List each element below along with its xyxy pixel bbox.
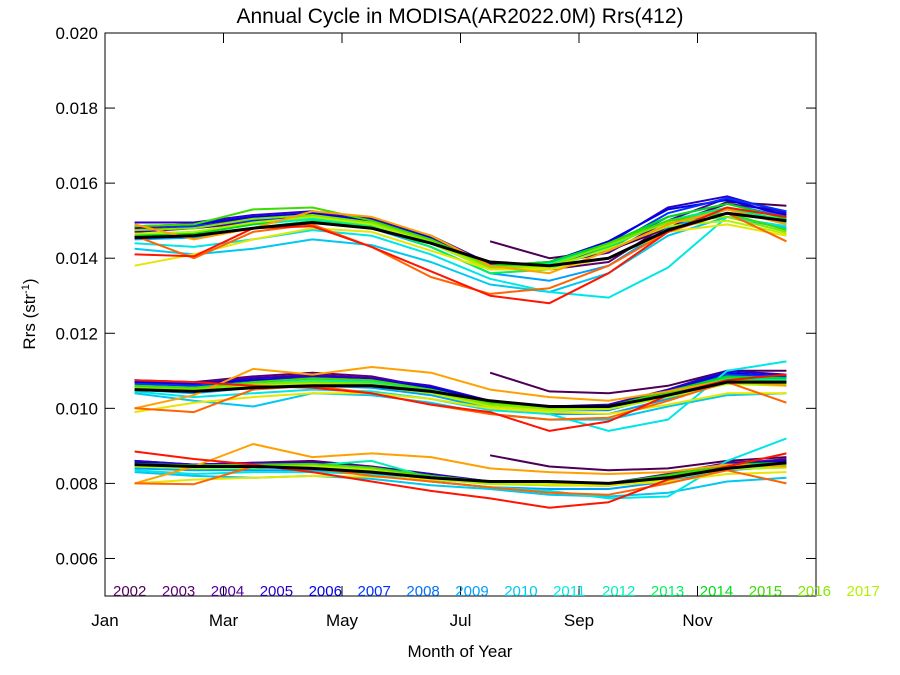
series-line-18-lower	[134, 465, 787, 496]
series-line-9-upper	[134, 215, 787, 299]
legend-item-2002: 2002	[113, 583, 146, 600]
legend-item-2006: 2006	[309, 583, 342, 600]
x-tick-label: Jul	[450, 611, 472, 630]
mean-line-upper	[134, 211, 787, 268]
y-tick-label: 0.006	[55, 549, 98, 568]
y-axis-label-main: Rrs (str	[20, 294, 39, 350]
y-tick-label: 0.008	[55, 474, 98, 493]
y-tick-label: 0.014	[55, 249, 98, 268]
legend-item-2014: 2014	[700, 583, 733, 600]
y-tick-label: 0.012	[55, 324, 98, 343]
legend-item-2016: 2016	[798, 583, 831, 600]
y-tick-label: 0.016	[55, 174, 98, 193]
legend: 2002 2003 2004 2005 2006 2007 2008 2009 2010 2011…	[113, 583, 880, 600]
x-tick-label: Jan	[91, 611, 118, 630]
y-axis-label-close: )	[20, 278, 39, 284]
series-line-16-middle	[134, 392, 787, 415]
legend-item-2008: 2008	[406, 583, 439, 600]
mean-line-lower	[134, 461, 787, 485]
series-line-17-middle	[134, 366, 787, 410]
axis-ticks: 0.006 0.008 0.010 0.012 0.014 0.016 0.018 0.020…	[55, 24, 816, 630]
y-axis-label-exponent: -1	[20, 284, 32, 294]
x-tick-label: Nov	[682, 611, 713, 630]
legend-item-2017: 2017	[847, 583, 880, 600]
legend-item-2015: 2015	[749, 583, 782, 600]
x-axis-label: Month of Year	[408, 642, 513, 661]
legend-item-2005: 2005	[260, 583, 293, 600]
y-axis-label: Rrs (str-1)	[20, 278, 39, 349]
x-tick-label: Mar	[209, 611, 239, 630]
legend-item-2010: 2010	[504, 583, 537, 600]
plot-lines	[134, 195, 787, 509]
chart-title: Annual Cycle in MODISA(AR2022.0M) Rrs(41…	[237, 5, 684, 28]
legend-item-2009: 2009	[455, 583, 488, 600]
y-tick-label: 0.020	[55, 24, 98, 43]
legend-item-2004: 2004	[211, 583, 244, 600]
y-tick-label: 0.010	[55, 399, 98, 418]
y-tick-label: 0.018	[55, 99, 98, 118]
series-line-15-upper	[134, 215, 787, 271]
series-line-17-lower	[134, 443, 787, 485]
legend-item-2003: 2003	[162, 583, 195, 600]
series-line-15-middle	[134, 382, 787, 412]
legend-item-2012: 2012	[602, 583, 635, 600]
series-line-16-upper	[134, 223, 787, 271]
series-line-0-lower	[489, 454, 787, 472]
x-tick-label: May	[326, 611, 359, 630]
x-tick-label: Sep	[564, 611, 594, 630]
legend-item-2011: 2011	[553, 583, 585, 600]
series-line-8-upper	[134, 215, 787, 293]
legend-item-2013: 2013	[651, 583, 684, 600]
mean-line-middle	[134, 380, 787, 408]
legend-item-2007: 2007	[358, 583, 391, 600]
